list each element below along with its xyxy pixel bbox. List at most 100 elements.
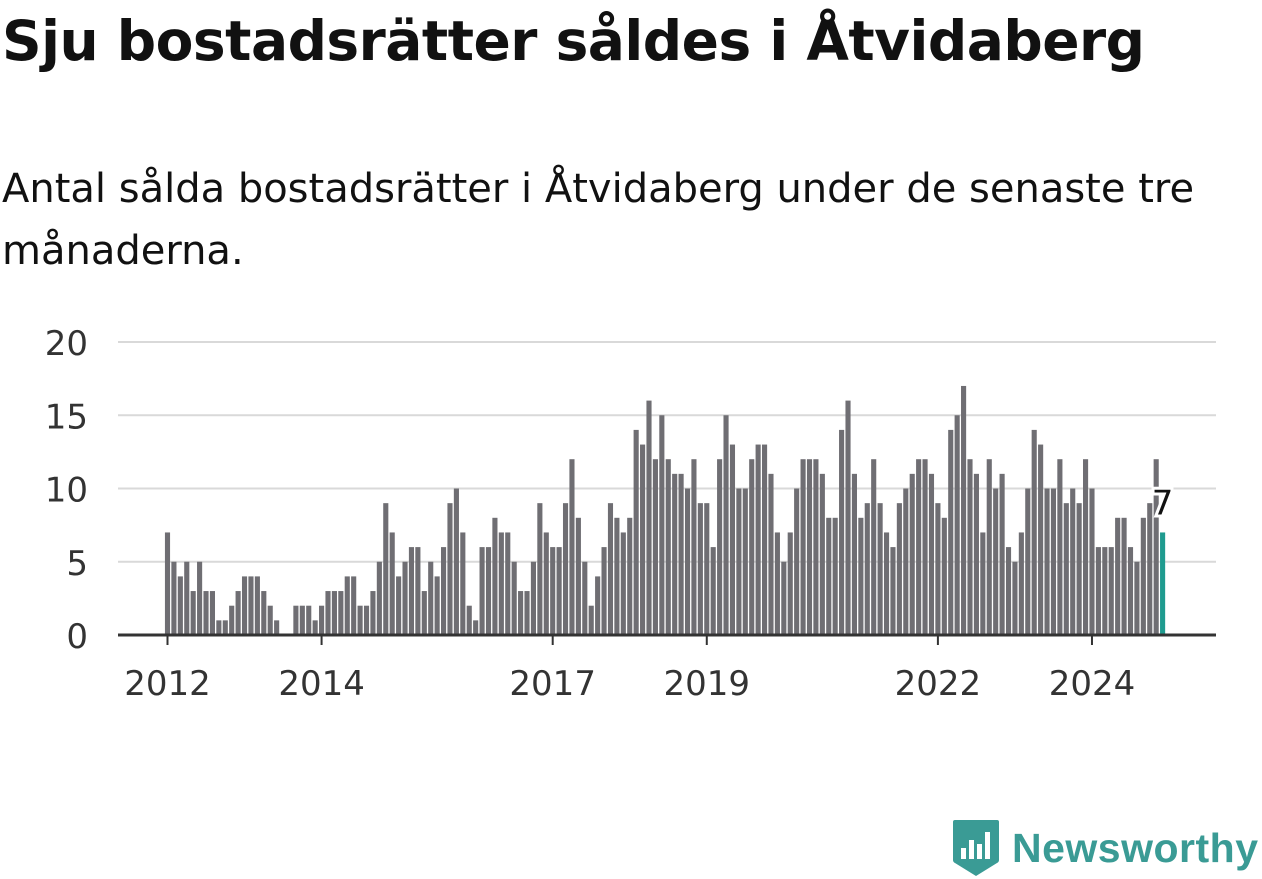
- bar: [466, 605, 472, 635]
- bar: [1050, 488, 1057, 635]
- bar: [819, 473, 825, 635]
- bar: [1057, 459, 1063, 635]
- bar: [1044, 488, 1050, 635]
- bar: [665, 459, 671, 635]
- x-axis: 2012 2014 2017 2019 2022 2024: [118, 633, 1216, 704]
- bar: [800, 459, 806, 635]
- bar: [274, 620, 280, 635]
- bar: [762, 444, 768, 635]
- bar: [177, 576, 183, 635]
- bar: [203, 591, 209, 635]
- bar: [954, 415, 960, 635]
- bar: [909, 473, 915, 635]
- bar: [736, 488, 742, 635]
- bar: [723, 415, 729, 635]
- bar: [197, 561, 203, 635]
- bar: [518, 591, 524, 635]
- bar: [1127, 547, 1134, 635]
- bar: [370, 591, 376, 635]
- bar: [184, 561, 190, 635]
- brand-logo: Newsworthy: [952, 818, 1259, 878]
- bar: [344, 576, 350, 635]
- bar: [678, 473, 684, 635]
- bar: [614, 517, 620, 635]
- bar: [883, 532, 890, 635]
- bar: [742, 488, 748, 635]
- bar: [768, 473, 774, 635]
- bar: [684, 488, 691, 635]
- bar: [1076, 503, 1082, 635]
- bar: [890, 547, 896, 635]
- bar: [704, 503, 710, 635]
- bar: [216, 620, 222, 635]
- y-tick-label: 0: [66, 617, 88, 657]
- x-tick-label: 2012: [124, 664, 211, 704]
- newsworthy-logo-icon: [953, 820, 999, 876]
- bar: [248, 576, 254, 635]
- bar: [550, 547, 556, 635]
- bar: [787, 532, 793, 635]
- bar: [556, 547, 562, 635]
- bar: [813, 459, 819, 635]
- bar: [691, 459, 697, 635]
- bar: [447, 503, 453, 635]
- bar: [1153, 459, 1159, 635]
- bar: [601, 547, 607, 635]
- bar: [562, 503, 569, 635]
- bar: [267, 605, 273, 635]
- bar: [575, 517, 581, 635]
- bar: [1083, 459, 1089, 635]
- annotation-label: 7: [1152, 483, 1174, 523]
- bar: [1012, 561, 1018, 635]
- bar: [261, 591, 267, 635]
- y-tick-label: 15: [45, 397, 88, 437]
- bar: [299, 605, 305, 635]
- bar: [986, 459, 992, 635]
- bar: [839, 429, 845, 635]
- bar: [171, 561, 177, 635]
- bar: [871, 459, 877, 635]
- bar: [935, 503, 941, 635]
- bar: [717, 459, 723, 635]
- x-tick-label: 2022: [895, 664, 982, 704]
- bar: [229, 605, 235, 635]
- y-axis-labels: 0 5 10 15 20: [45, 324, 88, 657]
- y-tick-label: 20: [45, 324, 88, 364]
- bar: [209, 591, 215, 635]
- bar: [755, 444, 761, 635]
- bar: [794, 488, 800, 635]
- bar: [254, 576, 260, 635]
- bar: [845, 400, 851, 635]
- bar: [1108, 547, 1114, 635]
- bar: [415, 547, 421, 635]
- bar: [1134, 561, 1140, 635]
- bar: [319, 605, 325, 635]
- bar: [421, 591, 427, 635]
- bar: [190, 591, 196, 635]
- bar: [973, 473, 979, 635]
- bar: [582, 561, 588, 635]
- bar: [479, 547, 485, 635]
- bar: [640, 444, 646, 635]
- bar: [293, 605, 299, 635]
- annotation: 7: [1149, 480, 1177, 526]
- bar: [1070, 488, 1076, 635]
- bar: [864, 503, 870, 635]
- bar: [646, 400, 652, 635]
- bar: [1140, 517, 1146, 635]
- x-tick-label: 2017: [509, 664, 596, 704]
- bar: [363, 605, 370, 635]
- bar: [1038, 444, 1044, 635]
- bar: [222, 620, 228, 635]
- bar: [402, 561, 408, 635]
- chart-title: Sju bostadsrätter såldes i Åtvidaberg: [2, 9, 1145, 73]
- x-tick-label: 2024: [1049, 664, 1136, 704]
- brand-name: Newsworthy: [1012, 824, 1259, 871]
- bar: [858, 517, 864, 635]
- chart-subtitle: Antal sålda bostadsrätter i Åtvidaberg u…: [2, 166, 1195, 274]
- bar: [434, 576, 440, 635]
- bar: [306, 605, 312, 635]
- bar: [967, 459, 973, 635]
- bar: [164, 532, 171, 635]
